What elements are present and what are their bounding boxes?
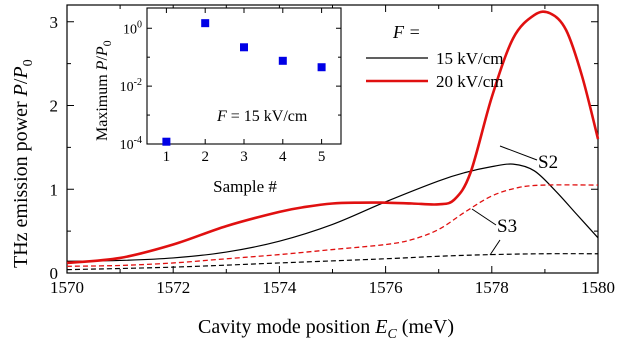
inset: 1 2 3 4 5 10-4 10-2 100 F = 15 kV/cm Sample # M… — [94, 7, 342, 196]
y-tick-label: 1 — [50, 180, 59, 199]
inset-data-point — [317, 63, 326, 72]
inset-y-axis-label: Maximum P/P0 — [94, 40, 114, 141]
series-line — [66, 163, 599, 262]
series-line — [66, 10, 600, 265]
inset-data-point — [201, 19, 210, 28]
inset-axis-ticks: 1 2 3 4 5 10-4 10-2 100 — [120, 8, 341, 165]
inset-x-tick-label: 1 — [163, 149, 171, 165]
annotation-s3-pointer-2 — [489, 239, 501, 256]
inset-data-point — [240, 43, 248, 52]
legend: F = 15 kV/cm 20 kV/cm — [366, 22, 504, 91]
annotation-s3: S3 — [497, 216, 517, 237]
main-y-axis-label: THz emission power P/P0 — [10, 59, 36, 268]
main-series-lines — [66, 10, 600, 271]
y-tick-label: 3 — [50, 13, 59, 32]
y-tick-label: 0 — [50, 264, 59, 283]
x-tick-label: 1576 — [369, 278, 403, 297]
annotation-s2-pointer — [499, 145, 538, 161]
annotation-s2: S2 — [538, 152, 558, 173]
legend-label-20: 20 kV/cm — [436, 72, 504, 91]
series-line — [66, 253, 599, 271]
x-tick-label: 1580 — [581, 278, 615, 297]
main-x-axis-label: Cavity mode position EC (meV) — [198, 316, 454, 341]
inset-x-axis-label: Sample # — [213, 177, 277, 196]
inset-background — [146, 7, 342, 145]
inset-x-tick-label: 4 — [279, 149, 287, 165]
main-axis-ticks: 1570 1572 1574 1576 1578 1580 0 1 2 3 — [50, 5, 615, 297]
inset-y-tick-label: 10-4 — [120, 135, 142, 153]
inset-points — [162, 19, 326, 146]
inset-y-tick-label: 10-2 — [120, 77, 142, 95]
inset-data-point — [162, 137, 171, 146]
y-tick-label: 2 — [50, 97, 59, 116]
x-tick-label: 1578 — [475, 278, 509, 297]
x-tick-label: 1572 — [156, 278, 190, 297]
inset-data-point — [278, 56, 287, 65]
legend-title: F = — [392, 22, 421, 42]
inset-x-tick-label: 2 — [201, 149, 209, 165]
legend-label-15: 15 kV/cm — [436, 49, 504, 68]
inset-annotation: F = 15 kV/cm — [216, 108, 308, 125]
inset-x-tick-label: 5 — [318, 149, 326, 165]
x-tick-label: 1570 — [50, 278, 84, 297]
annotation-s3-pointer — [471, 208, 497, 226]
x-tick-label: 1574 — [262, 278, 297, 297]
inset-x-tick-label: 3 — [240, 149, 248, 165]
inset-y-tick-label: 100 — [123, 19, 142, 37]
